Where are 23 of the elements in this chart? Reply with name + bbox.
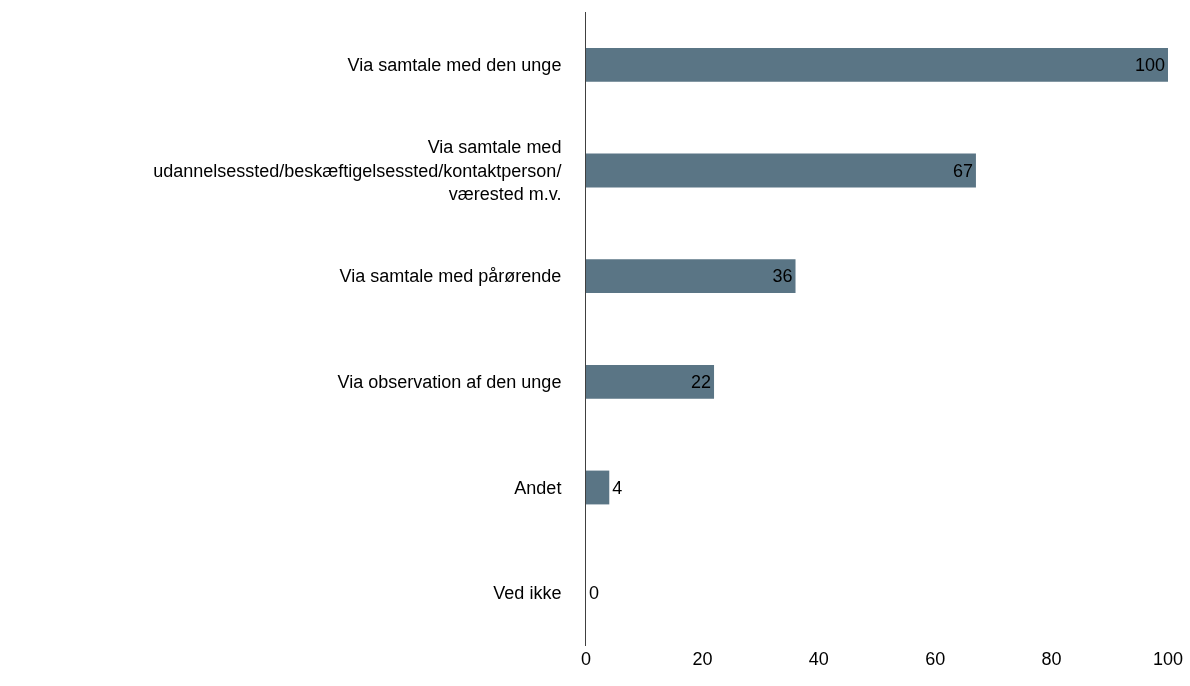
y-tick-label: Via samtale med den unge bbox=[347, 55, 562, 76]
data-label: 22 bbox=[691, 371, 712, 392]
x-tick-label: 60 bbox=[925, 649, 946, 669]
data-label: 4 bbox=[612, 477, 623, 498]
y-tick-label: Via samtale med udannelsessted/beskæftigelsessted/kontaktperson/ værested m.v. bbox=[153, 137, 562, 205]
data-label: 67 bbox=[952, 160, 973, 181]
bar bbox=[586, 364, 715, 399]
bar bbox=[586, 153, 976, 188]
x-tick-label: 80 bbox=[1041, 649, 1062, 669]
bar bbox=[586, 47, 1168, 82]
bar bbox=[586, 259, 796, 294]
x-tick-label: 0 bbox=[580, 649, 592, 669]
y-tick-label: Via samtale med pårørende bbox=[339, 266, 562, 287]
data-label: 0 bbox=[589, 583, 600, 604]
y-tick-label: Via observation af den unge bbox=[337, 372, 562, 393]
x-tick-label: 100 bbox=[1152, 649, 1184, 669]
x-tick-label: 40 bbox=[808, 649, 829, 669]
bar bbox=[586, 470, 610, 505]
y-tick-label: Andet bbox=[514, 477, 562, 498]
data-label: 100 bbox=[1134, 54, 1165, 75]
x-tick-label: 20 bbox=[692, 649, 713, 669]
y-tick-label: Ved ikke bbox=[493, 583, 562, 604]
data-label: 36 bbox=[772, 266, 793, 287]
